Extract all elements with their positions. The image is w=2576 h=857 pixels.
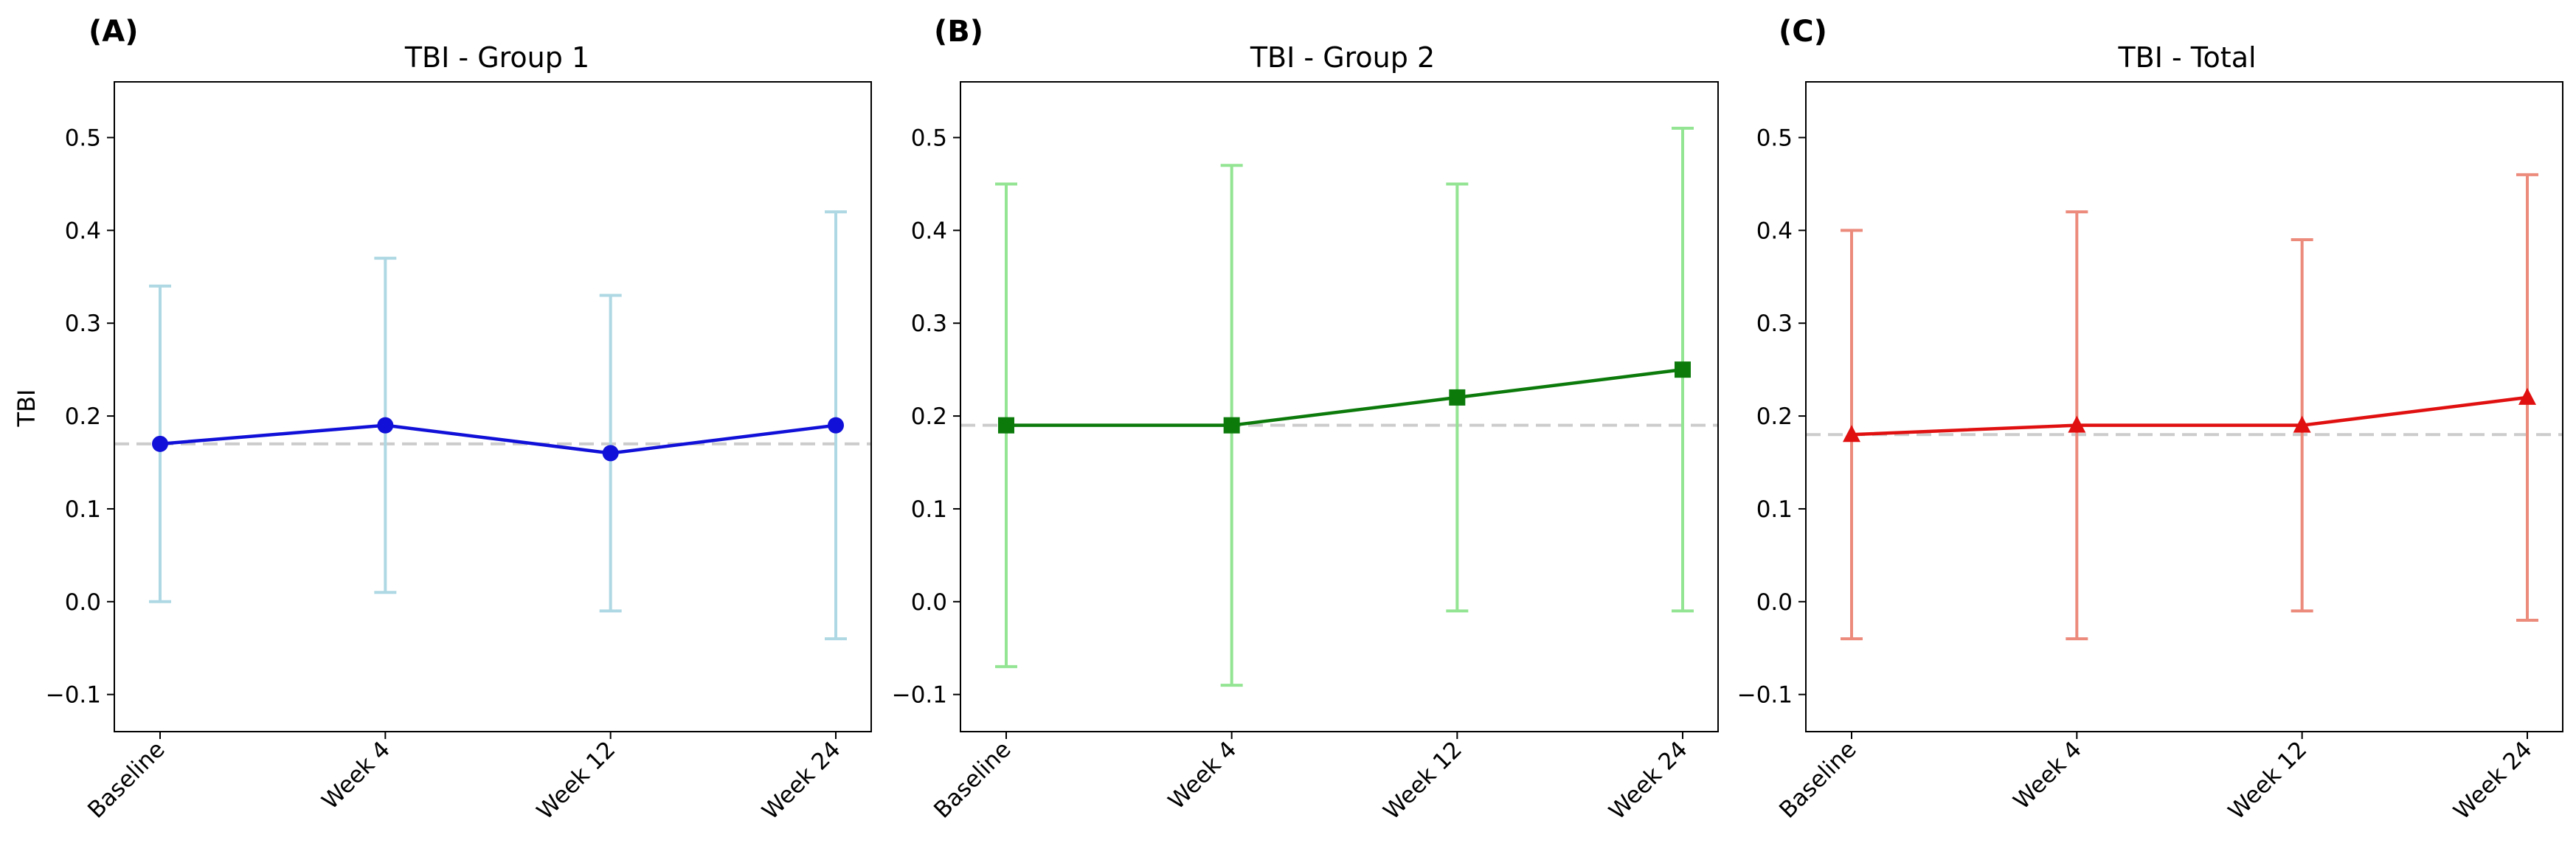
axes-frame [114,81,872,732]
data-point [2518,387,2536,405]
y-tick-label: 0.5 [911,125,947,152]
data-point [998,417,1014,434]
data-point [377,417,394,434]
y-tick-label: 0.0 [1756,589,1793,616]
y-tick-label: 0.2 [911,403,947,430]
axes-frame [1805,81,2563,732]
y-tick-label: −0.1 [1737,682,1793,709]
y-axis-label: TBI [13,389,41,428]
y-tick-label: 0.4 [1756,218,1793,244]
x-tick-label: Week 24 [1604,736,1692,825]
panel-label: (B) [934,15,983,49]
y-tick-label: −0.1 [46,682,101,709]
y-tick-label: 0.1 [1756,496,1793,523]
y-tick-label: 0.1 [65,496,101,523]
chart-title: TBI - Group 1 [404,41,589,74]
y-tick-label: 0.3 [65,310,101,337]
plot-area: −0.1 0.0 0.1 0.2 0.3 0.4 0.5 Baseline Week 4 Week… [892,81,1719,825]
plot-area: −0.1 0.0 0.1 0.2 0.3 0.4 0.5 Baseline Week 4 Week… [1737,81,2563,825]
y-tick-label: 0.4 [65,218,101,244]
data-point [1223,417,1240,434]
x-tick-label: Week 12 [1379,736,1467,825]
series-line [1006,367,1683,427]
y-tick-label: 0.4 [911,218,947,244]
panel-b: (B) TBI - Group 2 −0.1 0.0 0.1 0.2 0.3 0.4 0.5… [892,15,1719,825]
x-tick-label: Week 24 [2448,736,2537,825]
x-tick-label: Baseline [929,736,1016,823]
data-point [2068,415,2086,433]
chart-title: TBI - Group 2 [1250,41,1435,74]
x-tick-label: Week 12 [532,736,620,825]
y-tick-label: −0.1 [892,682,947,709]
panel-c: (C) TBI - Total −0.1 0.0 0.1 0.2 0.3 0.4 0.5 Ba… [1737,15,2563,825]
x-tick-label: Week 4 [1163,736,1242,814]
panel-label: (A) [89,15,139,49]
y-tick-label: 0.1 [911,496,947,523]
x-tick-label: Week 4 [317,736,395,814]
chart-title: TBI - Total [2117,41,2256,74]
y-tick-label: 0.0 [911,589,947,616]
series-line [1851,395,2528,437]
y-tick-label: 0.2 [1756,403,1793,430]
data-point [152,435,168,452]
series-line [159,423,837,455]
plot-area: −0.1 0.0 0.1 0.2 0.3 0.4 0.5 Baseline Week 4 Week… [46,81,872,825]
data-point [828,417,844,434]
data-point [1675,361,1691,378]
panel-label: (C) [1779,15,1827,49]
x-tick-label: Week 12 [2223,736,2312,825]
panel-a: (A) TBI - Group 1 TBI −0.1 0.0 0.1 0.2 0.3 0.… [13,15,872,825]
data-point [1843,425,1860,443]
y-tick-label: 0.5 [1756,125,1793,152]
axes-frame [960,81,1719,732]
y-tick-label: 0.0 [65,589,101,616]
data-point [1449,389,1466,406]
y-tick-label: 0.2 [65,403,101,430]
y-tick-label: 0.3 [911,310,947,337]
x-tick-label: Week 4 [2009,736,2087,814]
y-tick-label: 0.3 [1756,310,1793,337]
x-tick-label: Baseline [83,736,170,823]
x-tick-label: Week 24 [757,736,845,825]
data-point [602,445,619,462]
x-tick-label: Baseline [1774,736,1861,823]
y-tick-label: 0.5 [65,125,101,152]
data-point [2293,415,2311,433]
